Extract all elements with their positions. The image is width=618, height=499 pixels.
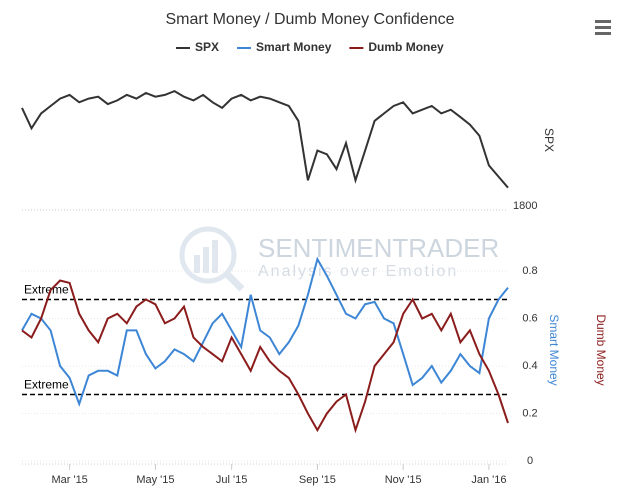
x-tick-label: Nov '15	[385, 474, 422, 486]
x-tick-label: Sep '15	[299, 474, 336, 486]
x-tick-label: Jan '16	[471, 474, 506, 486]
y-axis-title: Smart Money	[547, 314, 561, 385]
legend-label: Dumb Money	[368, 40, 444, 54]
menu-icon[interactable]	[595, 20, 611, 35]
annotation: Extreme	[24, 378, 69, 392]
watermark-subtitle: Analysis over Emotion	[258, 263, 458, 280]
y2-tick-label: 1800	[513, 200, 537, 212]
series-line	[21, 89, 509, 189]
x-tick-label: Jul '15	[216, 474, 247, 486]
y-tick-label: 0.4	[522, 360, 537, 372]
x-tick-label: May '15	[136, 474, 174, 486]
chart-title: Smart Money / Dumb Money Confidence	[165, 11, 454, 28]
y-tick-label: 0.8	[522, 265, 537, 277]
y-tick-label: 0.6	[522, 312, 537, 324]
series-line	[21, 256, 509, 408]
watermark-title: SENTIMENTRADER	[258, 233, 499, 263]
x-tick-label: Mar '15	[51, 474, 87, 486]
annotation: Extreme	[24, 283, 69, 297]
legend-label: SPX	[195, 40, 219, 54]
legend-label: Smart Money	[256, 40, 332, 54]
watermark-logo	[179, 226, 245, 292]
y2-axis-title: SPX	[542, 128, 556, 152]
y-tick-label: 0.2	[522, 407, 537, 419]
y-tick-label: 0	[527, 455, 533, 467]
series-line	[21, 279, 509, 434]
y-axis-title: Dumb Money	[594, 314, 608, 385]
